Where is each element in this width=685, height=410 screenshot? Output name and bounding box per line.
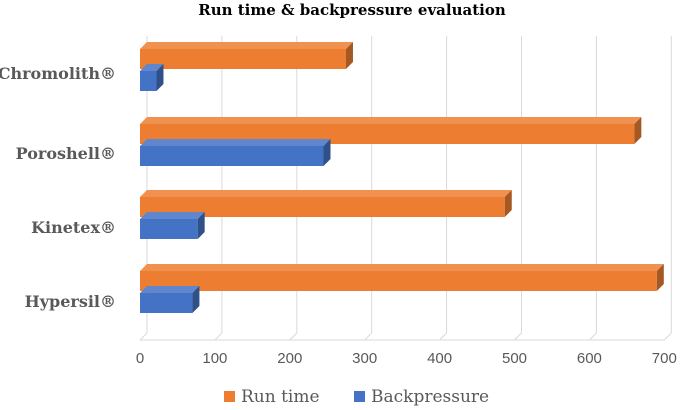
x-tick-label-700: 700 (652, 350, 677, 367)
category-label-3: Hypersil® (25, 292, 116, 311)
bar-side-face (156, 64, 164, 91)
legend-label-backpressure: Backpressure (371, 387, 489, 407)
chart-title: Run time & backpressure evaluation (198, 1, 506, 19)
bar-backpressure-0 (140, 64, 164, 91)
bar-front-face (140, 219, 198, 239)
gridline-0 (139, 332, 148, 341)
legend-swatch-backpressure (354, 391, 365, 402)
x-tick-labels: 0 100 200 300 400 500 600 700 (136, 350, 677, 367)
bar-run-time-2 (140, 190, 512, 217)
bar-front-face (140, 271, 657, 291)
bar-top-face (140, 190, 512, 197)
gridline-400 (439, 332, 447, 341)
bar-front-face (140, 49, 346, 69)
bar-top-face (140, 64, 164, 71)
bar-run-time-0 (140, 42, 353, 69)
legend-swatch-run-time (224, 391, 235, 402)
legend-label-run-time: Run time (241, 387, 320, 407)
x-tick-label-300: 300 (352, 350, 377, 367)
bar-front-face (140, 197, 505, 217)
bar-front-face (140, 293, 193, 313)
bar-backpressure-1 (140, 139, 331, 166)
bar-front-face (140, 71, 157, 91)
bars (140, 42, 664, 313)
bar-top-face (140, 139, 331, 146)
bar-top-face (140, 286, 200, 293)
gridline-700 (663, 332, 672, 341)
bar-side-face (504, 190, 512, 217)
bar-side-face (192, 286, 200, 313)
x-tick-label-200: 200 (277, 350, 302, 367)
bar-front-face (140, 146, 324, 166)
gridline-300 (364, 332, 373, 341)
bar-run-time-3 (140, 264, 664, 291)
x-tick-label-100: 100 (202, 350, 227, 367)
gridline-100 (214, 332, 223, 341)
category-labels: Chromolith® Poroshell® Kinetex® Hypersil® (0, 64, 116, 311)
bar-side-face (323, 139, 331, 166)
gridlines (139, 36, 672, 341)
bar-side-face (656, 264, 664, 291)
category-label-0: Chromolith® (0, 64, 116, 83)
bar-side-face (345, 42, 353, 69)
x-tick-label-600: 600 (577, 350, 602, 367)
bar-backpressure-3 (140, 286, 200, 313)
bar-side-face (197, 212, 205, 239)
bar-top-face (140, 212, 205, 219)
category-label-1: Poroshell® (16, 144, 116, 163)
bar-backpressure-2 (140, 212, 205, 239)
x-tick-label-400: 400 (427, 350, 452, 367)
bar-side-face (634, 117, 642, 144)
legend: Run time Backpressure (224, 387, 489, 407)
gridline-600 (589, 332, 597, 341)
x-tick-label-0: 0 (136, 350, 144, 367)
x-tick-label-500: 500 (502, 350, 527, 367)
category-label-2: Kinetex® (31, 218, 116, 237)
bar-top-face (140, 264, 664, 271)
bar-top-face (140, 117, 642, 124)
gridline-500 (514, 332, 522, 341)
bar-top-face (140, 42, 353, 49)
gridline-200 (289, 332, 298, 341)
